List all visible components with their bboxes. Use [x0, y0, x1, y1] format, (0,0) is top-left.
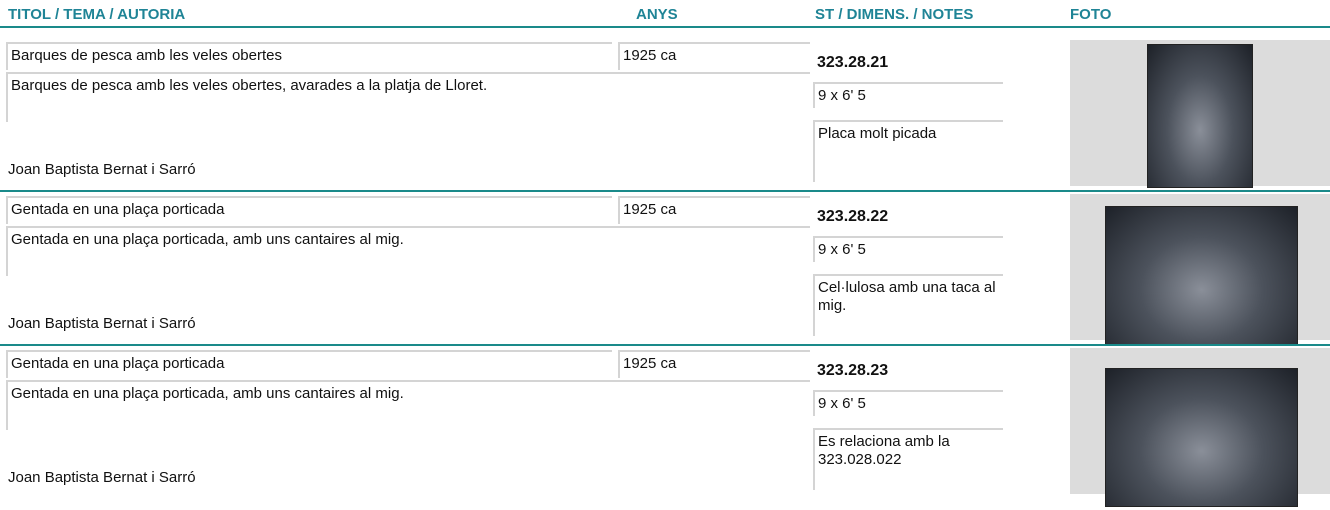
header-id: ST / DIMENS. / NOTES [815, 6, 974, 23]
photo [1147, 44, 1253, 188]
header-years: ANYS [636, 6, 678, 23]
record-notes: Es relaciona amb la 323.028.022 [813, 428, 1003, 490]
header-photo: FOTO [1070, 6, 1112, 23]
record-id: 323.28.23 [817, 362, 889, 379]
record-author: Joan Baptista Bernat i Sarró [8, 469, 196, 486]
record-author: Joan Baptista Bernat i Sarró [8, 161, 196, 178]
record-notes: Placa molt picada [813, 120, 1003, 182]
record-title: Gentada en una plaça porticada [6, 196, 612, 224]
record-description: Gentada en una plaça porticada, amb uns … [6, 226, 810, 276]
record-dimensions: 9 x 6' 5 [813, 82, 1003, 108]
photo [1105, 206, 1298, 346]
record-years: 1925 ca [618, 196, 810, 224]
record-description: Barques de pesca amb les veles obertes, … [6, 72, 810, 122]
record-title: Barques de pesca amb les veles obertes [6, 42, 612, 70]
record-rule [0, 190, 1330, 192]
record-years: 1925 ca [618, 350, 810, 378]
record-dimensions: 9 x 6' 5 [813, 390, 1003, 416]
record-rule [0, 344, 1330, 346]
record-notes: Cel·lulosa amb una taca al mig. [813, 274, 1003, 336]
photo [1105, 368, 1298, 507]
record-id: 323.28.22 [817, 208, 889, 225]
record-dimensions: 9 x 6' 5 [813, 236, 1003, 262]
header-title: TITOL / TEMA / AUTORIA [8, 6, 186, 23]
record-years: 1925 ca [618, 42, 810, 70]
record-author: Joan Baptista Bernat i Sarró [8, 315, 196, 332]
record-id: 323.28.21 [817, 54, 889, 71]
record-description: Gentada en una plaça porticada, amb uns … [6, 380, 810, 430]
record-title: Gentada en una plaça porticada [6, 350, 612, 378]
header-rule [0, 26, 1330, 28]
